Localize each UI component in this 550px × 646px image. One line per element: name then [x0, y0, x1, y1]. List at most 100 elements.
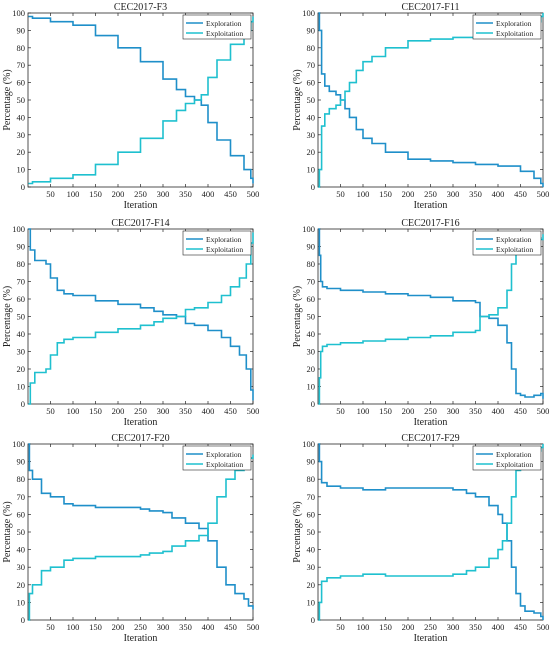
x-tick-label: 400 — [202, 622, 215, 632]
legend-label: Exploitation — [206, 245, 243, 254]
legend-box — [472, 14, 542, 40]
legend-label: Exploitation — [496, 29, 533, 38]
x-tick-label: 400 — [492, 622, 505, 632]
x-tick-label: 250 — [424, 622, 437, 632]
y-tick-label: 20 — [307, 580, 316, 590]
legend-label: Exploitation — [496, 245, 533, 254]
y-tick-label: 10 — [17, 597, 26, 607]
y-tick-label: 70 — [17, 277, 26, 287]
y-tick-label: 50 — [307, 527, 316, 537]
x-tick-label: 500 — [247, 622, 260, 632]
x-axis-label: Iteration — [414, 417, 448, 428]
legend-label: Exploration — [496, 235, 532, 244]
y-tick-label: 60 — [307, 509, 316, 519]
y-tick-label: 50 — [307, 95, 316, 105]
y-tick-label: 100 — [302, 224, 315, 234]
x-tick-label: 450 — [514, 406, 527, 416]
x-tick-label: 300 — [157, 189, 170, 199]
y-axis-label: Percentage (%) — [2, 69, 13, 130]
y-tick-label: 80 — [17, 474, 26, 484]
y-tick-label: 90 — [17, 242, 26, 252]
x-tick-label: 100 — [67, 622, 80, 632]
plot-frame — [317, 443, 544, 621]
x-tick-label: 250 — [134, 406, 147, 416]
x-tick-label: 200 — [402, 622, 415, 632]
chart-panel-1: CEC2017-F3 50 100 150 200 250 300 350 400 450 500 0… — [2, 2, 259, 211]
x-tick-label: 50 — [46, 406, 55, 416]
y-tick-label: 20 — [17, 364, 26, 374]
x-tick-label: 350 — [179, 622, 192, 632]
legend-label: Exploration — [496, 19, 532, 28]
x-tick-label: 450 — [514, 189, 527, 199]
y-tick-label: 10 — [307, 165, 316, 175]
y-axis-label: Percentage (%) — [2, 501, 13, 562]
x-tick-label: 100 — [357, 622, 370, 632]
legend-label: Exploration — [206, 19, 242, 28]
plot-frame — [27, 12, 254, 188]
y-tick-label: 0 — [21, 615, 25, 625]
x-tick-label: 150 — [89, 622, 102, 632]
x-tick-label: 400 — [492, 406, 505, 416]
x-tick-label: 100 — [357, 189, 370, 199]
legend-box — [472, 230, 542, 256]
x-tick-label: 450 — [224, 622, 237, 632]
y-tick-label: 30 — [307, 130, 316, 140]
y-tick-label: 70 — [17, 492, 26, 502]
y-axis-label: Percentage (%) — [2, 286, 13, 347]
x-tick-label: 400 — [202, 406, 215, 416]
y-tick-label: 40 — [17, 545, 26, 555]
legend-label: Exploitation — [206, 29, 243, 38]
chart-title: CEC2017-F16 — [401, 218, 459, 229]
legend-label: Exploration — [206, 450, 242, 459]
series-line-exploration — [318, 12, 544, 187]
y-tick-label: 0 — [311, 399, 315, 409]
x-tick-label: 300 — [447, 406, 460, 416]
x-tick-label: 500 — [537, 622, 550, 632]
x-tick-label: 500 — [537, 406, 550, 416]
series-line-exploitation — [28, 454, 254, 621]
y-tick-label: 50 — [17, 312, 26, 322]
x-tick-label: 100 — [67, 189, 80, 199]
legend-label: Exploration — [206, 235, 242, 244]
x-tick-label: 400 — [202, 189, 215, 199]
x-tick-label: 150 — [89, 189, 102, 199]
chart-title: CEC2017-F14 — [111, 218, 169, 229]
x-tick-label: 250 — [424, 406, 437, 416]
y-tick-label: 90 — [307, 457, 316, 467]
x-axis-label: Iteration — [414, 200, 448, 211]
x-tick-label: 50 — [46, 622, 55, 632]
y-tick-label: 60 — [307, 78, 316, 88]
y-tick-label: 70 — [307, 60, 316, 70]
y-tick-label: 40 — [307, 329, 316, 339]
x-axis-label: Iteration — [124, 633, 158, 644]
x-tick-label: 150 — [379, 406, 392, 416]
y-tick-label: 30 — [307, 562, 316, 572]
x-tick-label: 200 — [112, 406, 125, 416]
x-tick-label: 500 — [247, 189, 260, 199]
y-tick-label: 0 — [311, 615, 315, 625]
legend-box — [182, 14, 252, 40]
y-tick-label: 50 — [17, 95, 26, 105]
x-axis-label: Iteration — [124, 417, 158, 428]
y-tick-label: 40 — [17, 329, 26, 339]
x-tick-label: 350 — [469, 189, 482, 199]
series-line-exploration — [28, 228, 254, 401]
x-tick-label: 150 — [379, 189, 392, 199]
y-tick-label: 10 — [17, 382, 26, 392]
y-tick-label: 100 — [12, 224, 25, 234]
y-tick-label: 60 — [307, 294, 316, 304]
y-tick-label: 50 — [307, 312, 316, 322]
x-tick-label: 450 — [224, 406, 237, 416]
plot-frame — [27, 443, 254, 621]
x-axis-label: Iteration — [124, 200, 158, 211]
legend-box — [472, 445, 542, 471]
x-tick-label: 200 — [402, 406, 415, 416]
series-line-exploitation — [28, 16, 254, 185]
y-tick-label: 80 — [307, 259, 316, 269]
x-tick-label: 300 — [157, 406, 170, 416]
series-line-exploration — [28, 15, 254, 184]
y-tick-label: 60 — [17, 78, 26, 88]
x-tick-label: 50 — [46, 189, 55, 199]
legend-box — [182, 230, 252, 256]
